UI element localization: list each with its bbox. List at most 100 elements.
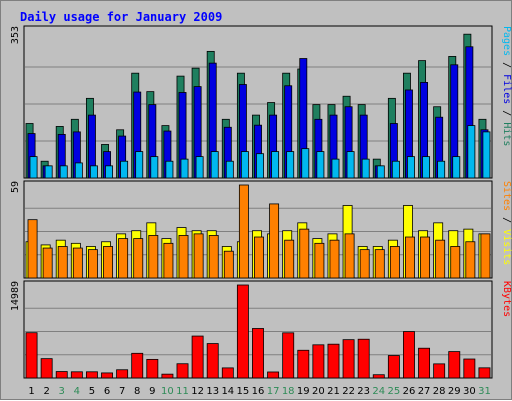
day-label: 18 bbox=[282, 386, 295, 397]
bar-sites-day-19 bbox=[299, 228, 310, 279]
bar-sites-day-13 bbox=[208, 235, 219, 279]
bar-pages-day-14 bbox=[225, 160, 234, 179]
panel-mid-legend: Sites / Visits bbox=[501, 181, 512, 265]
day-label: 3 bbox=[59, 386, 65, 397]
bar-kbytes-day-8 bbox=[131, 352, 144, 379]
panel-mid-max-label: 59 bbox=[10, 181, 21, 193]
bar-pages-day-13 bbox=[210, 151, 219, 179]
bar-pages-day-11 bbox=[180, 158, 189, 179]
bar-kbytes-day-28 bbox=[433, 363, 446, 379]
bar-kbytes-day-20 bbox=[312, 344, 325, 379]
bar-pages-day-19 bbox=[301, 148, 310, 179]
day-label: 27 bbox=[418, 386, 431, 397]
bar-pages-day-3 bbox=[59, 165, 68, 179]
panels-layer: 353 Pages / Files / Hits 59 Sites / Visits 1… bbox=[10, 25, 512, 379]
bar-pages-day-30 bbox=[467, 125, 476, 179]
bar-sites-day-15 bbox=[238, 184, 249, 279]
bar-kbytes-day-25 bbox=[387, 355, 400, 379]
bar-sites-day-7 bbox=[118, 238, 129, 279]
day-label: 21 bbox=[327, 386, 340, 397]
day-label: 9 bbox=[149, 386, 155, 397]
day-label: 24 bbox=[372, 386, 385, 397]
bar-kbytes-day-4 bbox=[70, 371, 83, 379]
bar-pages-day-6 bbox=[105, 165, 113, 179]
bar-sites-day-23 bbox=[359, 249, 370, 279]
bar-kbytes-day-2 bbox=[40, 358, 53, 379]
bar-pages-day-31 bbox=[482, 131, 491, 179]
bar-kbytes-day-13 bbox=[206, 343, 219, 379]
panel-bot-legend: KBytes bbox=[501, 281, 512, 317]
bar-sites-day-18 bbox=[284, 239, 295, 279]
day-label: 15 bbox=[237, 386, 250, 397]
legend-entry: Visits bbox=[501, 229, 512, 265]
day-label: 23 bbox=[357, 386, 370, 397]
bar-sites-day-22 bbox=[344, 233, 355, 279]
bar-sites-day-4 bbox=[72, 247, 83, 279]
bar-pages-day-10 bbox=[165, 160, 174, 179]
day-label: 29 bbox=[448, 386, 461, 397]
bar-sites-day-28 bbox=[435, 239, 446, 279]
bar-kbytes-day-18 bbox=[282, 332, 295, 379]
day-label: 19 bbox=[297, 386, 310, 397]
bar-sites-day-24 bbox=[374, 249, 385, 279]
bar-sites-day-26 bbox=[405, 236, 415, 279]
bar-sites-day-31 bbox=[480, 233, 491, 279]
bar-kbytes-day-27 bbox=[418, 347, 431, 379]
bar-pages-day-21 bbox=[331, 158, 340, 179]
day-label: 31 bbox=[478, 386, 491, 397]
day-label: 5 bbox=[89, 386, 95, 397]
bar-kbytes-day-19 bbox=[297, 349, 310, 379]
bar-pages-day-23 bbox=[361, 158, 370, 179]
bar-sites-day-6 bbox=[103, 246, 113, 279]
day-label: 20 bbox=[312, 386, 325, 397]
day-label: 25 bbox=[388, 386, 401, 397]
bar-pages-day-12 bbox=[195, 156, 204, 179]
day-label: 28 bbox=[433, 386, 446, 397]
bar-kbytes-day-24 bbox=[372, 374, 385, 379]
bar-sites-day-5 bbox=[87, 249, 98, 279]
bar-sites-day-16 bbox=[254, 236, 264, 279]
legend-entry: Files bbox=[501, 74, 512, 104]
bar-sites-day-14 bbox=[223, 250, 234, 279]
bar-kbytes-day-6 bbox=[101, 372, 113, 379]
bar-pages-day-1 bbox=[29, 156, 38, 179]
panel-bot-max-label: 14989 bbox=[10, 281, 21, 311]
day-label: 7 bbox=[119, 386, 125, 397]
day-label: 16 bbox=[252, 386, 265, 397]
bar-kbytes-day-1 bbox=[25, 332, 38, 379]
bar-kbytes-day-26 bbox=[403, 331, 415, 379]
day-label: 11 bbox=[176, 386, 189, 397]
bar-sites-day-20 bbox=[314, 242, 325, 279]
day-label: 4 bbox=[74, 386, 80, 397]
bar-pages-day-25 bbox=[391, 160, 400, 179]
bar-pages-day-18 bbox=[286, 151, 295, 179]
bar-pages-day-9 bbox=[150, 156, 159, 179]
bar-pages-day-28 bbox=[437, 160, 446, 179]
day-label: 2 bbox=[43, 386, 49, 397]
day-label: 12 bbox=[191, 386, 204, 397]
bar-sites-day-21 bbox=[329, 239, 340, 279]
panel-bot: 14989 KBytes bbox=[10, 280, 512, 379]
bar-kbytes-day-21 bbox=[327, 343, 340, 379]
bar-kbytes-day-30 bbox=[463, 358, 476, 379]
bar-pages-day-7 bbox=[120, 160, 129, 179]
bar-kbytes-day-22 bbox=[342, 339, 355, 379]
bar-sites-day-29 bbox=[450, 246, 461, 279]
bar-pages-day-4 bbox=[74, 162, 83, 179]
legend-entry: Sites bbox=[501, 181, 512, 211]
bar-kbytes-day-14 bbox=[221, 367, 234, 379]
bar-pages-day-15 bbox=[240, 151, 249, 179]
day-label: 14 bbox=[221, 386, 234, 397]
bar-pages-day-27 bbox=[422, 156, 431, 179]
day-axis: 1 2 3 4 5 6 7 8 9 10 11 12 13 14 15 16 17 18 19 20 21 22 23 24 2… bbox=[28, 386, 490, 397]
panel-mid: 59 Sites / Visits bbox=[10, 180, 512, 279]
day-label: 8 bbox=[134, 386, 140, 397]
legend-entry: Hits bbox=[501, 122, 512, 146]
day-label: 13 bbox=[206, 386, 219, 397]
bar-kbytes-day-16 bbox=[252, 328, 264, 379]
bar-kbytes-day-23 bbox=[357, 338, 370, 379]
bar-pages-day-20 bbox=[316, 151, 325, 179]
bar-pages-day-8 bbox=[135, 151, 144, 179]
panel-top-max-label: 353 bbox=[10, 26, 21, 44]
